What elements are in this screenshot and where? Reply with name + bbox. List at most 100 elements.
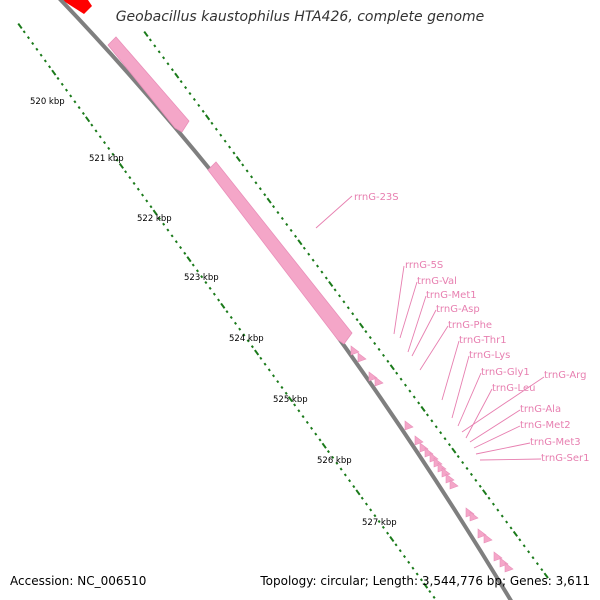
tick-mark [293, 403, 297, 407]
tick-mark [233, 321, 237, 325]
scale-label: 524 kbp [229, 334, 264, 344]
tick-mark [197, 103, 201, 107]
tick-mark [136, 187, 140, 191]
tick-mark [228, 145, 232, 149]
rrna-23s-feature-a [107, 36, 190, 133]
tick-mark [17, 22, 23, 30]
tick-mark [398, 549, 402, 553]
tick-mark [272, 205, 276, 209]
tick-mark [456, 454, 460, 459]
tick-mark [465, 466, 469, 471]
trna-feature-arrow [374, 376, 384, 387]
tick-mark [297, 239, 303, 246]
tick-mark [315, 264, 320, 268]
tick-mark [314, 432, 318, 436]
tick-mark [287, 396, 293, 403]
tick-mark [157, 50, 161, 54]
tick-mark [254, 349, 260, 356]
tick-mark [364, 330, 368, 334]
feature-label: trnG-Met1 [426, 290, 477, 301]
tick-mark [346, 306, 350, 310]
genome-summary-text: Topology: circular; Length: 3,544,776 bp… [260, 574, 590, 588]
tick-mark [496, 508, 500, 512]
feature-label: rrnG-23S [354, 192, 399, 203]
tick-mark [360, 496, 364, 500]
trna-feature-arrow [357, 352, 367, 363]
tick-mark [348, 479, 352, 483]
tick-mark [153, 44, 157, 48]
tick-mark [428, 589, 432, 594]
tick-mark [254, 181, 258, 185]
feature-label: trnG-Leu [492, 383, 535, 394]
label-leader-line [441, 340, 460, 401]
tick-mark [491, 502, 495, 506]
tick-mark [210, 121, 214, 125]
scale-label: 522 kbp [137, 214, 172, 224]
tick-mark [162, 222, 166, 226]
tick-mark [482, 489, 488, 496]
tick-mark [64, 88, 68, 92]
tick-mark [328, 280, 334, 287]
tick-mark [170, 234, 174, 238]
tick-mark [235, 155, 241, 162]
trna-feature-arrow [449, 479, 459, 490]
tick-mark [407, 560, 411, 564]
tick-mark [339, 467, 343, 471]
cds-feature [62, 0, 92, 14]
feature-label: trnG-Ser1 [541, 453, 590, 464]
tick-mark [310, 426, 314, 430]
tick-mark [368, 335, 372, 340]
label-leader-line [465, 388, 493, 439]
tick-mark [402, 554, 407, 559]
tick-mark [301, 415, 305, 419]
tick-mark [149, 205, 153, 209]
trna-feature-arrow [414, 435, 424, 446]
trna-feature-arrow [350, 345, 360, 356]
tick-mark [77, 106, 81, 110]
tick-mark [478, 484, 482, 488]
tick-mark [535, 562, 539, 566]
tick-mark [386, 531, 390, 535]
tick-mark [276, 210, 280, 215]
tick-mark [351, 312, 355, 316]
tick-mark [43, 59, 47, 63]
tick-mark [217, 298, 221, 302]
tick-mark [111, 152, 115, 156]
tick-mark [487, 496, 491, 500]
tick-mark [174, 240, 178, 244]
label-leader-line [315, 195, 353, 229]
tick-mark [241, 163, 245, 167]
tick-mark [509, 526, 513, 530]
tick-mark [51, 69, 57, 76]
tick-mark [166, 62, 170, 66]
tick-mark [162, 56, 166, 60]
tick-mark [179, 245, 183, 250]
tick-mark [399, 377, 403, 381]
tick-mark [342, 300, 346, 304]
tick-mark [225, 310, 229, 314]
tick-mark [355, 489, 361, 496]
tick-mark [128, 176, 132, 180]
tick-mark [321, 442, 327, 449]
tick-mark [56, 76, 60, 81]
label-leader-line [479, 458, 542, 461]
tick-mark [238, 327, 242, 331]
scale-label: 526 kbp [317, 456, 352, 466]
tick-mark [186, 256, 192, 263]
tick-mark [246, 339, 250, 343]
tick-mark [305, 420, 309, 424]
tick-mark [434, 425, 438, 429]
tick-mark [352, 485, 356, 489]
feature-label: trnG-Gly1 [481, 367, 530, 378]
feature-label: trnG-Phe [448, 320, 492, 331]
tick-mark [212, 292, 216, 296]
tick-mark [141, 193, 145, 197]
tick-mark [60, 82, 64, 86]
feature-label: trnG-Ala [520, 404, 561, 415]
label-leader-line [461, 376, 545, 433]
tick-mark [531, 556, 535, 560]
feature-label: trnG-Arg [544, 370, 586, 381]
tick-mark [540, 568, 544, 572]
scale-label: 525 kbp [273, 395, 308, 405]
